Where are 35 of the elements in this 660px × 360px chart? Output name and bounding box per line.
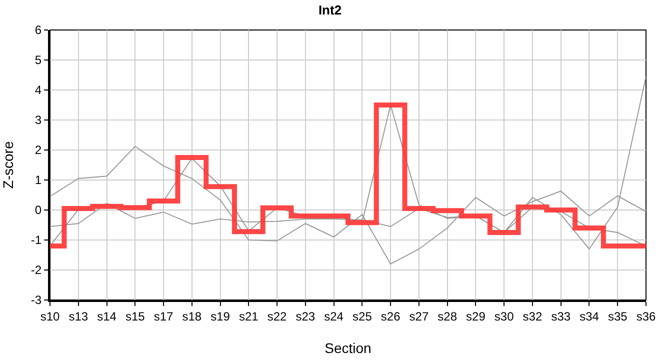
y-axis-title: Z-score [0, 141, 16, 189]
x-tick-label: s22 [267, 309, 288, 324]
x-tick-label: s35 [608, 309, 628, 324]
y-tick-label: -2 [30, 263, 42, 278]
x-tick-label: s36 [636, 309, 656, 324]
chart-title: Int2 [318, 2, 342, 18]
y-tick-label: 1 [34, 173, 42, 188]
y-tick-label: 0 [34, 203, 42, 218]
x-tick-label: s21 [238, 309, 259, 324]
y-tick-label: 6 [34, 23, 42, 38]
y-tick-label: 4 [34, 83, 42, 98]
y-tick-label: 3 [34, 113, 42, 128]
x-tick-label: s32 [522, 309, 542, 324]
y-tick-label: -3 [30, 293, 42, 308]
x-tick-label: s30 [494, 309, 514, 324]
x-tick-label: s34 [580, 309, 600, 324]
x-tick-label: s10 [40, 309, 60, 324]
x-axis-title: Section [324, 340, 372, 356]
x-tick-label: s29 [466, 309, 486, 324]
y-tick-label: 2 [34, 143, 42, 158]
y-tick-label: -1 [30, 233, 42, 248]
x-tick-label: s27 [409, 309, 429, 324]
x-tick-label: s17 [154, 309, 174, 324]
x-tick-label: s23 [296, 309, 316, 324]
x-tick-label: s25 [352, 309, 372, 324]
x-tick-label: s26 [380, 309, 401, 324]
x-tick-label: s28 [438, 309, 458, 324]
x-tick-label: s33 [551, 309, 571, 324]
x-tick-label: s19 [210, 309, 230, 324]
x-tick-label: s15 [125, 309, 146, 324]
x-tick-label: s13 [68, 309, 88, 324]
y-tick-label: 5 [34, 53, 42, 68]
x-tick-label: s18 [182, 309, 202, 324]
x-tick-label: s14 [97, 309, 117, 324]
x-tick-label: s24 [324, 309, 344, 324]
